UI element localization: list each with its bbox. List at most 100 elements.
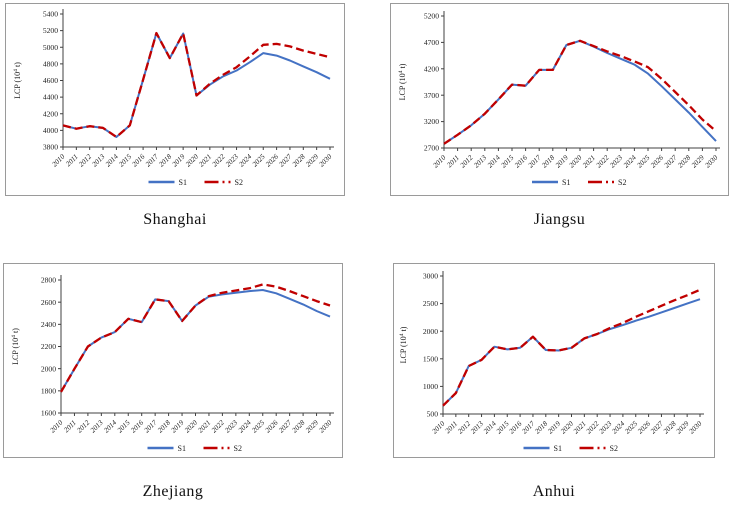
x-tick-label: 2016 (129, 418, 145, 434)
x-tick-label: 2013 (91, 152, 107, 168)
x-tick-label: 2018 (533, 419, 549, 435)
x-tick-label: 2018 (156, 418, 172, 434)
x-tick-label: 2019 (170, 418, 186, 434)
zhejiang-chart-svg: 1600 1800 2000 2200 2400 2600 2800 201020112012… (11, 275, 334, 453)
y-tick-label: 5200 (424, 12, 439, 21)
x-tick-label: 2023 (598, 419, 614, 435)
x-tick-label: 2021 (572, 420, 588, 436)
x-tick-label: 2025 (250, 418, 266, 434)
x-tick-label: 2012 (459, 153, 475, 169)
x-tick-label: 2011 (446, 154, 461, 169)
y-tick-label: 3000 (423, 272, 438, 281)
x-tick-label: 2012 (77, 152, 93, 168)
x-tick-label: 2014 (486, 153, 502, 169)
x-tick-label: 2022 (210, 418, 226, 434)
x-tick-label: 2023 (224, 152, 240, 168)
x-tick-label: 2014 (482, 419, 498, 435)
x-tick-label: 2029 (690, 153, 706, 169)
legend-label-s1: S1 (554, 444, 562, 453)
x-tick-label: 2010 (431, 419, 447, 435)
x-tick-label: 2020 (568, 153, 584, 169)
x-tick-label: 2029 (304, 152, 320, 168)
x-tick-label: 2030 (318, 418, 334, 434)
shanghai-chart: 3800 4000 4200 4400 4600 4800 5000 5200 5400 2010… (5, 3, 345, 196)
x-tick-label: 2026 (264, 418, 280, 434)
anhui-chart: 500 1000 1500 2000 2500 3000 2010 2011 2012 2013 2… (393, 263, 715, 458)
legend-label-s1: S1 (179, 178, 187, 187)
x-tick-label: 2022 (211, 152, 227, 168)
x-tick-label: 2015 (116, 418, 132, 434)
x-tick-label: 2017 (527, 153, 543, 169)
x-tick-label: 2024 (237, 418, 253, 434)
x-tick-label: 2027 (277, 418, 293, 434)
y-tick-label: 4800 (43, 59, 58, 68)
x-tick-label: 2030 (704, 153, 720, 169)
series-line-s1 (62, 32, 331, 138)
y-tick-label: 4200 (424, 64, 439, 73)
x-tick-label: 2014 (102, 418, 118, 434)
chart-title-anhui: Anhui (532, 483, 576, 500)
series-line-s2 (442, 288, 701, 407)
x-tick-label: 2010 (49, 418, 65, 434)
x-tick-label: 2024 (237, 152, 253, 168)
y-tick-label: 2000 (41, 364, 56, 373)
anhui-chart-svg: 5001000150020002500300020102011201220132… (399, 271, 704, 453)
x-tick-label: 2027 (649, 419, 665, 435)
y-axis-label: LCP (104 t) (11, 328, 20, 365)
legend-label-s2: S2 (235, 178, 243, 187)
x-tick-label: 2028 (291, 152, 307, 168)
chart-title-jiangsu: Jiangsu (533, 211, 586, 228)
chart-title-zhejiang: Zhejiang (142, 483, 204, 500)
x-tick-label: 2012 (456, 419, 472, 435)
x-tick-label: 2030 (688, 419, 704, 435)
x-tick-label: 2013 (469, 419, 485, 435)
legend-label-s2: S2 (610, 444, 618, 453)
legend: S1 S2 (523, 444, 618, 453)
x-tick-label: 2024 (610, 419, 626, 435)
y-tick-label: 4600 (43, 76, 58, 85)
y-tick-label: 4700 (424, 38, 439, 47)
x-tick-label: 2017 (144, 152, 160, 168)
x-tick-label: 2015 (117, 152, 133, 168)
y-tick-label: 3700 (424, 91, 439, 100)
x-tick-label: 2016 (508, 419, 524, 435)
x-tick-label: 2020 (559, 419, 575, 435)
x-tick-label: 2011 (64, 153, 79, 168)
legend-label-s1: S1 (178, 444, 186, 453)
x-tick-label: 2029 (675, 419, 691, 435)
y-axis-label: LCP (104 t) (399, 326, 408, 363)
axes: 5001000150020002500300020102011201220132… (423, 271, 704, 436)
x-tick-label: 2011 (444, 420, 459, 435)
y-tick-label: 1800 (41, 386, 56, 395)
x-tick-label: 2020 (183, 418, 199, 434)
x-tick-label: 2020 (184, 152, 200, 168)
x-tick-label: 2022 (585, 419, 601, 435)
x-tick-label: 2022 (595, 153, 611, 169)
x-tick-label: 2027 (663, 153, 679, 169)
x-tick-label: 2028 (291, 418, 307, 434)
y-axis-label: LCP (104 t) (398, 63, 407, 100)
x-tick-label: 2025 (623, 419, 639, 435)
x-tick-label: 2019 (171, 152, 187, 168)
x-tick-label: 2026 (636, 419, 652, 435)
axes: 2700 3200 3700 4200 4700 5200 2010201120122013… (424, 11, 720, 170)
y-tick-label: 4000 (43, 126, 58, 135)
legend: S1 S2 (148, 178, 243, 187)
x-tick-label: 2010 (432, 153, 448, 169)
y-tick-label: 2800 (41, 276, 56, 285)
y-axis-label: LCP (104 t) (13, 62, 22, 99)
x-tick-label: 2010 (51, 152, 67, 168)
x-tick-label: 2023 (608, 153, 624, 169)
x-tick-label: 2026 (649, 153, 665, 169)
legend: S1 S2 (147, 444, 242, 453)
x-tick-label: 2018 (540, 153, 556, 169)
x-tick-label: 2021 (581, 154, 597, 170)
x-tick-label: 2017 (521, 419, 537, 435)
x-tick-label: 2023 (223, 418, 239, 434)
x-tick-label: 2025 (251, 152, 267, 168)
shanghai-chart-svg: 3800 4000 4200 4400 4600 4800 5000 5200 5400 2010… (13, 9, 334, 187)
y-tick-label: 1500 (423, 354, 438, 363)
x-tick-label: 2026 (264, 152, 280, 168)
x-tick-label: 2017 (143, 418, 159, 434)
x-tick-label: 2028 (676, 153, 692, 169)
